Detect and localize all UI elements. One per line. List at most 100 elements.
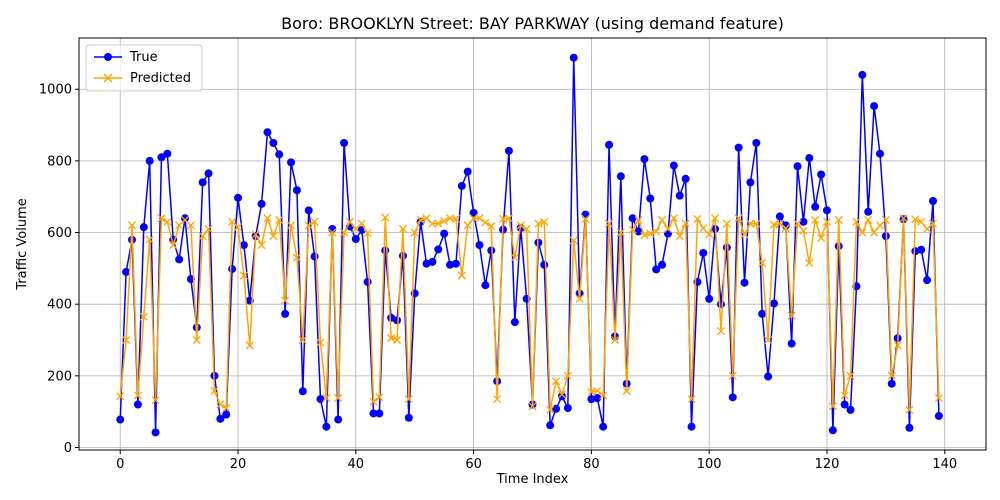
data-point-predicted xyxy=(799,226,808,235)
data-point-true xyxy=(828,426,837,435)
data-point-true xyxy=(440,229,449,238)
data-point-true xyxy=(793,162,802,171)
y-tick-label: 800 xyxy=(47,154,72,169)
data-point-predicted xyxy=(286,221,296,230)
data-point-true xyxy=(463,167,472,176)
plot-frame xyxy=(78,37,987,451)
data-point-true xyxy=(157,153,166,162)
data-point-true xyxy=(834,242,843,251)
data-point-true xyxy=(563,404,572,413)
data-point-predicted xyxy=(281,296,290,305)
data-point-true xyxy=(870,102,879,111)
data-point-predicted xyxy=(870,228,879,237)
data-point-predicted xyxy=(817,233,826,242)
data-point-true xyxy=(222,410,231,419)
data-point-true xyxy=(634,227,643,236)
data-point-true xyxy=(752,138,761,147)
data-point-true xyxy=(593,394,602,403)
data-point-true xyxy=(228,265,237,274)
data-point-true xyxy=(917,245,926,254)
data-point-predicted xyxy=(881,215,890,225)
data-point-true xyxy=(239,241,248,250)
data-point-predicted xyxy=(675,232,684,241)
data-point-true xyxy=(663,229,672,238)
data-point-true xyxy=(292,186,301,195)
data-point-predicted xyxy=(693,214,702,223)
data-point-true xyxy=(722,243,731,252)
data-point-predicted xyxy=(669,214,678,223)
data-point-true xyxy=(599,422,608,431)
data-point-true xyxy=(257,199,266,208)
legend-true-label: True xyxy=(129,50,158,65)
data-point-predicted xyxy=(569,236,578,245)
data-point-true xyxy=(787,339,796,348)
data-point-predicted xyxy=(151,396,160,405)
data-point-predicted xyxy=(440,217,449,226)
data-point-true xyxy=(923,276,932,285)
data-point-true xyxy=(817,170,826,179)
data-point-true xyxy=(504,146,513,155)
series-layer xyxy=(116,53,943,437)
data-point-true xyxy=(716,300,725,309)
data-point-true xyxy=(581,210,590,219)
data-point-predicted xyxy=(811,215,820,225)
data-point-predicted xyxy=(457,271,466,280)
data-point-predicted xyxy=(375,393,384,402)
data-point-predicted xyxy=(899,214,908,223)
chart-title: Boro: BROOKLYN Street: BAY PARKWAY (usin… xyxy=(281,14,784,33)
legend-predicted-marker xyxy=(103,73,113,83)
data-point-predicted xyxy=(186,221,195,230)
data-point-predicted xyxy=(434,219,443,228)
data-point-predicted xyxy=(905,405,914,414)
data-point-true xyxy=(175,255,184,264)
data-point-predicted xyxy=(740,230,749,239)
data-point-predicted xyxy=(310,217,319,226)
data-point-true xyxy=(699,248,708,257)
data-point-predicted xyxy=(387,334,396,343)
data-point-predicted xyxy=(911,215,920,224)
data-point-predicted xyxy=(204,224,213,234)
x-tick-label: 40 xyxy=(348,457,365,472)
data-point-predicted xyxy=(504,214,514,223)
data-point-true xyxy=(393,316,402,325)
x-axis-label: Time Index xyxy=(496,472,569,487)
data-point-predicted xyxy=(392,335,402,345)
data-point-predicted xyxy=(116,392,125,401)
data-point-predicted xyxy=(781,224,790,233)
y-tick-label: 400 xyxy=(47,298,72,313)
data-point-predicted xyxy=(858,228,867,237)
data-point-predicted xyxy=(787,311,796,320)
data-point-predicted xyxy=(263,214,272,223)
data-point-predicted xyxy=(658,215,667,225)
data-point-predicted xyxy=(734,214,743,223)
data-point-predicted xyxy=(917,217,926,226)
data-point-predicted xyxy=(463,221,472,230)
data-point-predicted xyxy=(687,395,696,404)
data-point-true xyxy=(734,143,743,152)
data-point-true xyxy=(475,241,484,250)
data-point-true xyxy=(151,428,160,437)
data-point-predicted xyxy=(251,230,260,239)
data-point-predicted xyxy=(451,214,460,223)
data-point-true xyxy=(287,158,296,167)
data-point-predicted xyxy=(599,391,608,400)
data-point-predicted xyxy=(475,214,484,223)
data-point-true xyxy=(540,260,549,269)
data-point-predicted xyxy=(646,229,655,238)
data-point-true xyxy=(764,372,773,381)
data-point-predicted xyxy=(210,386,219,395)
data-point-predicted xyxy=(793,219,802,228)
data-point-true xyxy=(740,278,749,287)
y-axis-label: Traffic Volume xyxy=(15,198,30,291)
legend-predicted-label: Predicted xyxy=(130,71,191,86)
data-point-predicted xyxy=(722,219,731,228)
data-point-predicted xyxy=(316,338,325,347)
data-point-predicted xyxy=(705,230,714,239)
data-point-predicted xyxy=(363,229,372,238)
data-point-predicted xyxy=(510,253,519,262)
x-tick-label: 140 xyxy=(932,457,957,472)
x-tick-label: 60 xyxy=(465,457,482,472)
data-point-predicted xyxy=(410,228,419,237)
data-point-predicted xyxy=(404,395,413,404)
data-point-true xyxy=(934,411,943,420)
